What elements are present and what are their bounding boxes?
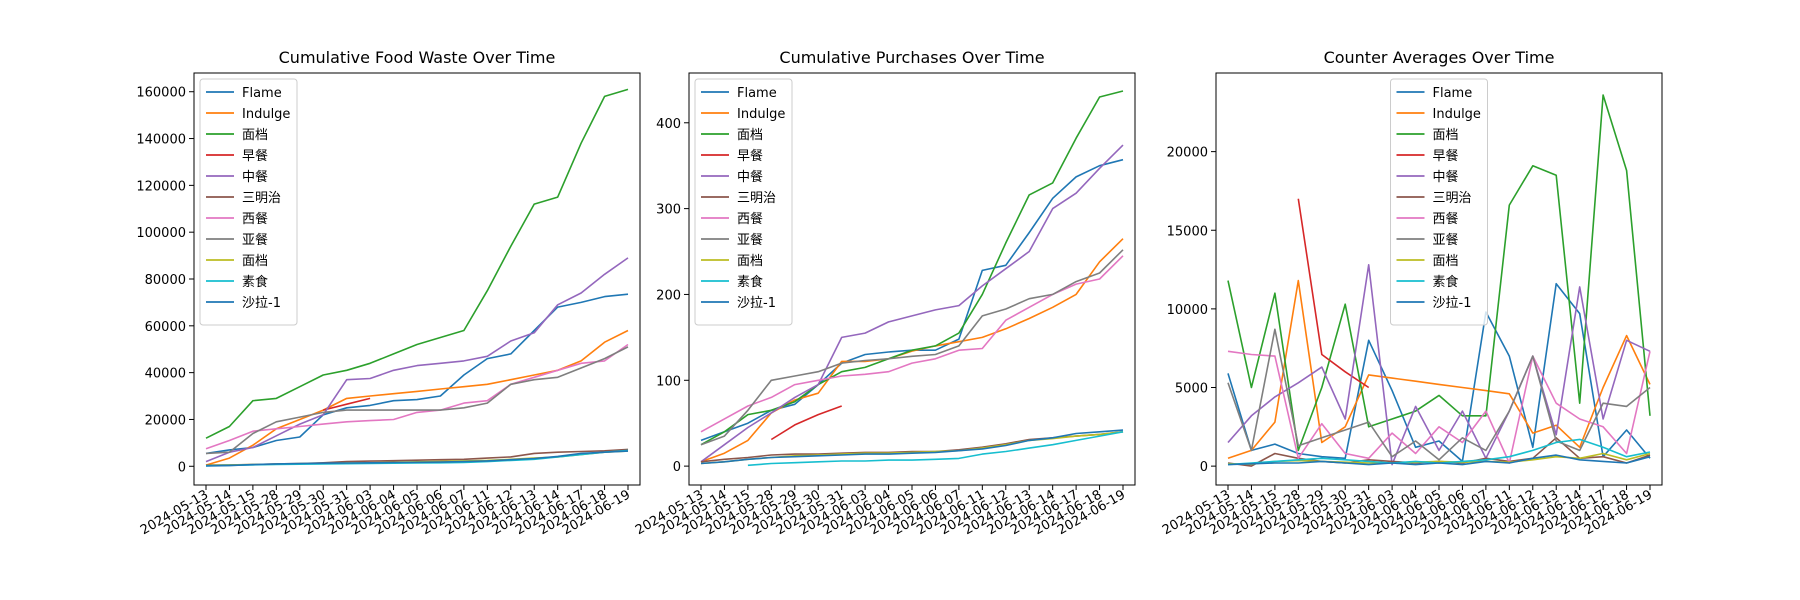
legend-label: Flame <box>737 86 777 101</box>
legend-label: 中餐 <box>1433 169 1459 185</box>
series-line-4 <box>1297 198 1370 389</box>
legend-label: 面档 <box>242 254 268 269</box>
series-line-5 <box>700 144 1124 463</box>
series-line-1 <box>1227 282 1651 463</box>
legend-label: 面档 <box>1433 254 1459 269</box>
legend-label: Indulge <box>1433 107 1481 122</box>
legend-label: 早餐 <box>242 148 268 164</box>
y-tick-label: 15000 <box>1167 224 1208 239</box>
legend-label: 沙拉-1 <box>1433 296 1472 311</box>
legend-label: 面档 <box>242 128 268 143</box>
chart-title: Counter Averages Over Time <box>1324 48 1555 67</box>
legend-label: 面档 <box>1433 128 1459 143</box>
legend-label: 素食 <box>242 274 268 290</box>
legend-label: 素食 <box>1433 274 1459 290</box>
y-tick-label: 140000 <box>136 133 186 148</box>
legend-label: 亚餐 <box>1433 232 1459 248</box>
legend-label: 早餐 <box>737 148 763 164</box>
legend-label: 三明治 <box>242 191 281 206</box>
y-tick-label: 100 <box>656 374 681 389</box>
y-tick-label: 0 <box>1200 460 1208 475</box>
series-line-10 <box>747 431 1124 467</box>
chart-title: Cumulative Food Waste Over Time <box>279 48 556 67</box>
y-tick-label: 20000 <box>1167 146 1208 161</box>
series-line-1 <box>205 293 629 455</box>
chart-panel-2: Cumulative Purchases Over Time 0 100 200 300… <box>633 48 1136 538</box>
series-group <box>205 88 629 467</box>
series-line-2 <box>1227 279 1651 460</box>
chart-panel-3: Counter Averages Over Time 0 5000 10000 1500… <box>1160 48 1663 538</box>
y-tick-label: 20000 <box>145 413 186 428</box>
series-line-8 <box>700 249 1124 446</box>
legend-label: 沙拉-1 <box>737 296 776 311</box>
y-tick-label: 10000 <box>1167 303 1208 318</box>
legend-label: Flame <box>242 86 282 101</box>
series-line-3 <box>1227 94 1651 452</box>
y-tick-label: 80000 <box>145 273 186 288</box>
legend-label: 素食 <box>737 274 763 290</box>
y-tick-label: 60000 <box>145 320 186 335</box>
series-line-11 <box>700 429 1124 465</box>
series-line-4 <box>770 405 842 441</box>
legend-label: 亚餐 <box>242 232 268 248</box>
series-group <box>1227 94 1651 467</box>
legend-label: 亚餐 <box>737 232 763 248</box>
series-line-7 <box>1227 350 1651 464</box>
legend-box <box>1390 78 1488 326</box>
legend-label: 中餐 <box>242 169 268 185</box>
y-tick-label: 160000 <box>136 86 186 101</box>
series-line-8 <box>1227 328 1651 461</box>
y-tick-label: 400 <box>656 117 681 132</box>
series-line-5 <box>1227 264 1651 466</box>
legend-label: Indulge <box>242 107 290 122</box>
legend-label: 沙拉-1 <box>242 296 281 311</box>
legend-box <box>694 78 793 326</box>
y-tick-label: 300 <box>656 203 681 218</box>
legend-label: 西餐 <box>737 211 763 227</box>
series-line-11 <box>205 450 629 467</box>
chart-title: Cumulative Purchases Over Time <box>779 48 1044 67</box>
series-line-7 <box>205 343 629 450</box>
y-tick-label: 40000 <box>145 367 186 382</box>
legend-label: 西餐 <box>1433 211 1459 227</box>
chart-panel-1: Cumulative Food Waste Over Time 0 20000 400… <box>136 48 641 538</box>
series-line-3 <box>205 88 629 439</box>
y-tick-label: 0 <box>673 460 681 475</box>
legend-label: 早餐 <box>1433 148 1459 164</box>
legend-label: Flame <box>1433 86 1473 101</box>
y-tick-label: 5000 <box>1175 382 1208 397</box>
legend-label: 三明治 <box>1433 191 1472 206</box>
y-tick-label: 120000 <box>136 179 186 194</box>
series-group <box>700 90 1124 467</box>
legend-label: 三明治 <box>737 191 776 206</box>
series-line-5 <box>205 257 629 463</box>
series-line-11 <box>1227 454 1651 466</box>
y-tick-label: 0 <box>178 460 186 475</box>
y-tick-label: 200 <box>656 288 681 303</box>
series-line-4 <box>323 397 371 411</box>
series-line-3 <box>700 90 1124 446</box>
legend-label: 面档 <box>737 254 763 269</box>
legend-label: 中餐 <box>737 169 763 185</box>
legend-label: 西餐 <box>242 211 268 227</box>
legend-box <box>199 78 298 326</box>
series-line-2 <box>205 329 629 466</box>
legend-label: 面档 <box>737 128 763 143</box>
legend-label: Indulge <box>737 107 785 122</box>
series-line-8 <box>205 346 629 455</box>
y-tick-label: 100000 <box>136 226 186 241</box>
